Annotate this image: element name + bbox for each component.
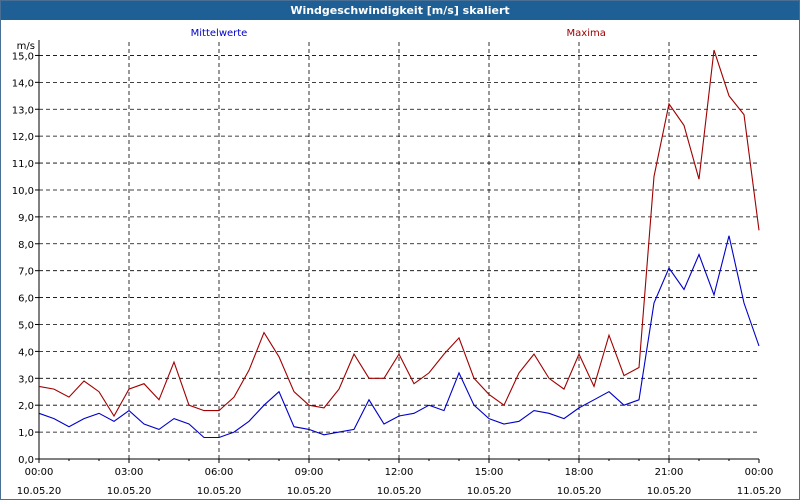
y-tick-label: 12,0 [12, 132, 34, 143]
series-layer [38, 49, 760, 439]
x-tick-date: 10.05.20 [377, 486, 422, 497]
x-tick-date: 10.05.20 [557, 486, 602, 497]
y-tick-label: 13,0 [12, 105, 34, 116]
y-tick-label: 4,0 [18, 347, 34, 358]
x-tick-date: 10.05.20 [467, 486, 512, 497]
x-tick-label: 18:00 [565, 467, 594, 478]
legend-mittelwerte: Mittelwerte [191, 28, 248, 39]
y-tick-label: 11,0 [12, 159, 34, 170]
x-tick-label: 15:00 [475, 467, 504, 478]
x-tick-label: 06:00 [205, 467, 234, 478]
x-tick-date: 11.05.20 [737, 486, 782, 497]
y-tick-label: 2,0 [18, 401, 34, 412]
x-tick-date: 10.05.20 [287, 486, 332, 497]
x-tick-date: 10.05.20 [17, 486, 62, 497]
axis-layer [35, 40, 760, 463]
x-tick-date: 10.05.20 [647, 486, 692, 497]
y-tick-label: 15,0 [12, 51, 34, 62]
y-axis-label: m/s [17, 41, 35, 52]
y-tick-label: 5,0 [18, 320, 34, 331]
series-line-maxima [38, 49, 760, 418]
y-tick-label: 7,0 [18, 267, 34, 278]
x-tick-date: 10.05.20 [197, 486, 242, 497]
y-tick-label: 0,0 [18, 455, 34, 466]
y-tick-label: 9,0 [18, 213, 34, 224]
grid-layer [39, 42, 759, 459]
chart-title: Windgeschwindigkeit [m/s] skaliert [1, 1, 799, 20]
x-tick-label: 00:00 [25, 467, 54, 478]
label-layer: 0,0 1,0 2,0 3,0 4,0 5,0 6,0 7,0 8,0 9,0 10,0 11,0 12… [12, 28, 782, 497]
series-line-mittelwerte [38, 235, 760, 439]
x-tick-label: 12:00 [385, 467, 414, 478]
x-tick-label: 21:00 [655, 467, 684, 478]
y-tick-label: 3,0 [18, 374, 34, 385]
x-tick-date: 10.05.20 [107, 486, 152, 497]
y-tick-label: 6,0 [18, 294, 34, 305]
x-tick-label: 09:00 [295, 467, 324, 478]
y-tick-label: 10,0 [12, 186, 34, 197]
y-tick-label: 8,0 [18, 240, 34, 251]
x-tick-label: 03:00 [115, 467, 144, 478]
x-tick-label: 00:00 [745, 467, 774, 478]
legend-maxima: Maxima [567, 28, 606, 39]
y-tick-label: 1,0 [18, 428, 34, 439]
y-tick-label: 14,0 [12, 78, 34, 89]
